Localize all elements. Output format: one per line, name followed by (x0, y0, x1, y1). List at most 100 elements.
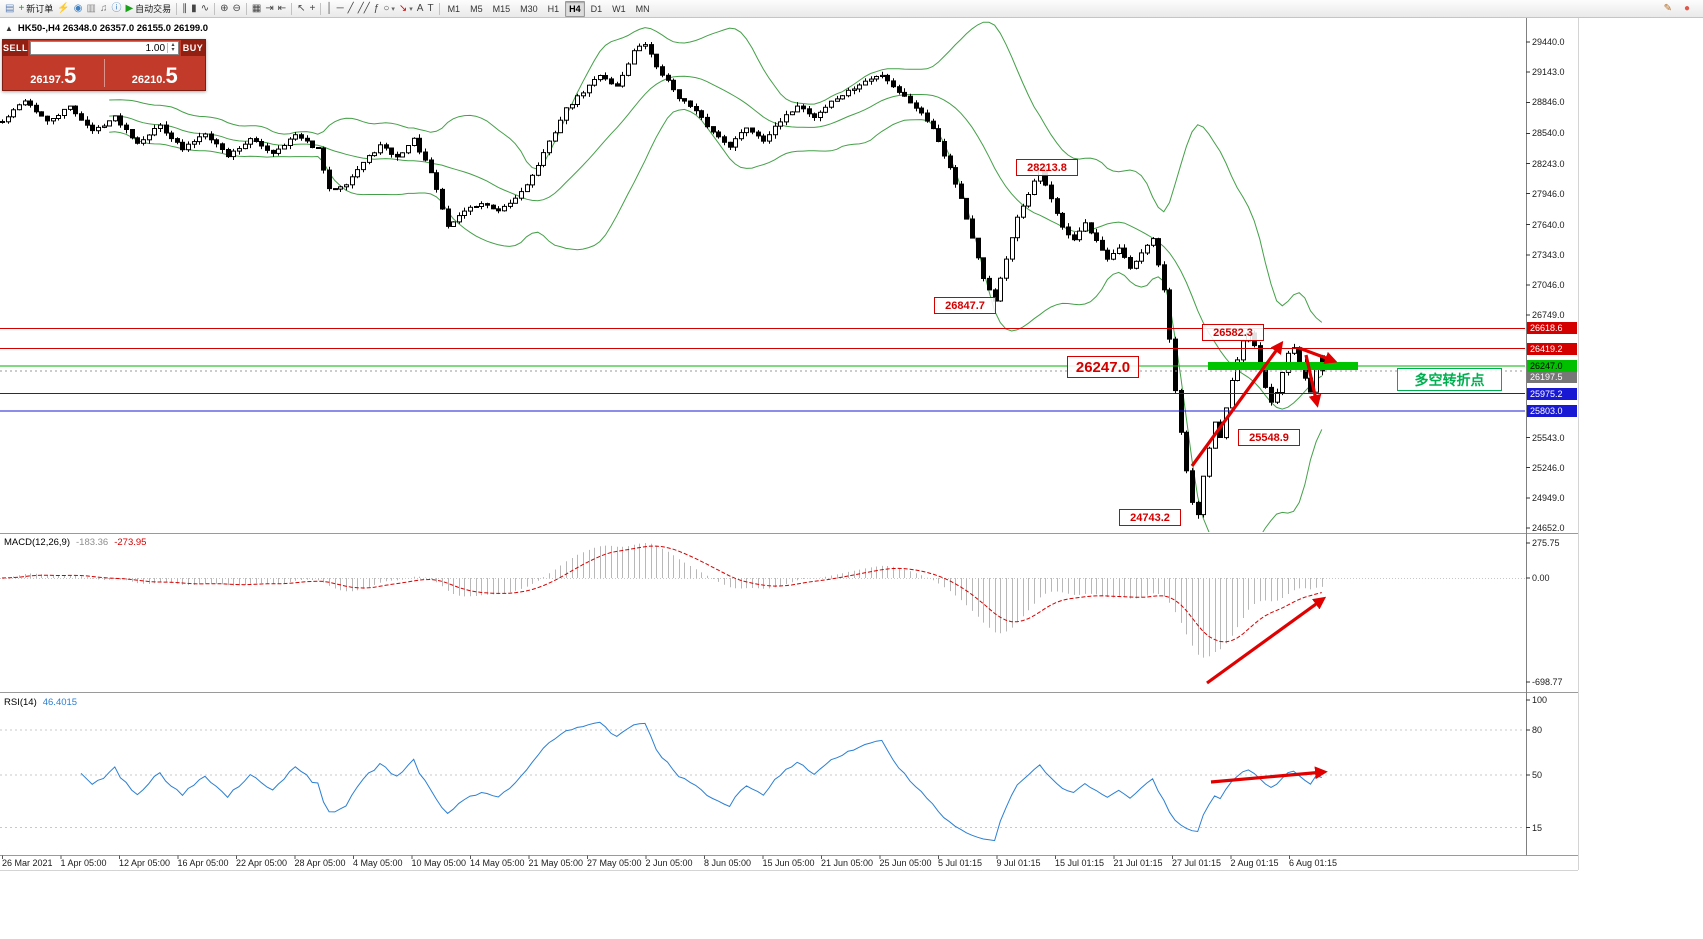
macd-value-main: -183.36 (76, 537, 109, 548)
candlestick-chart-icon[interactable]: ▮ (189, 1, 199, 17)
arrows-icon: ↘ (398, 2, 408, 14)
new-order-button[interactable]: + 新订单 (16, 1, 55, 17)
vertical-line-icon: │ (326, 2, 333, 14)
timeframe-d1[interactable]: D1 (590, 3, 603, 14)
expert-advisors-icon[interactable]: ⚡ (55, 1, 71, 17)
price-callout: 26847.7 (934, 297, 996, 314)
rsi-axis-label: 15 (1532, 822, 1543, 833)
time-axis-label: 14 May 05:00 (470, 858, 525, 868)
timeframe-w1[interactable]: W1 (612, 3, 626, 14)
toolbar-separator (438, 2, 440, 15)
timeframe-h4[interactable]: H4 (565, 0, 585, 17)
macd-indicator-label: MACD(12,26,9) -183.36 -273.95 (4, 537, 146, 548)
time-axis[interactable]: 26 Mar 2021 1 Apr 05:00 12 Apr 05:00 16 Apr… (0, 855, 1526, 870)
tile-windows-icon[interactable]: ▦ (250, 1, 263, 17)
sell-price[interactable]: 26197. 5 (3, 56, 104, 90)
zoom-in-icon[interactable]: ⊕ (218, 1, 230, 17)
sound-icon[interactable]: ♫ (98, 1, 110, 17)
trendline-icon[interactable]: ╱ (346, 1, 356, 17)
line-chart-icon[interactable]: ∿ (199, 1, 211, 17)
auto-scroll-icon[interactable]: ⇥ (263, 1, 275, 17)
timeframe-mn[interactable]: MN (635, 3, 650, 14)
channel-icon: ╱╱ (357, 2, 370, 14)
expert-advisors-icon: ⚡ (57, 2, 70, 14)
volume-down-icon[interactable]: ▾ (171, 47, 175, 53)
price-callout: 24743.2 (1119, 509, 1181, 526)
sell-price-main: 26197. (30, 73, 64, 86)
price-axis[interactable]: 29440.0 29143.0 28846.0 28540.0 28243.0 27946… (1526, 18, 1578, 856)
buy-price[interactable]: 26210. 5 (105, 56, 206, 90)
info-icon: ⓘ (111, 2, 122, 14)
fibonacci-icon[interactable]: ƒ (372, 1, 382, 17)
edit-icon[interactable]: ✎ (1662, 1, 1674, 17)
chevron-down-icon: ▾ (391, 5, 395, 13)
zoom-in-icon: ⊕ (220, 2, 229, 14)
annotation-note: 多空转折点 (1397, 368, 1502, 391)
chart-window-icon[interactable]: ▤ (3, 1, 16, 17)
notification-icon[interactable]: ● (1682, 1, 1692, 17)
price-tag: 26197.5 (1527, 371, 1577, 384)
text-icon[interactable]: A (415, 1, 426, 17)
price-tag: 26618.6 (1527, 322, 1577, 335)
crosshair-icon[interactable]: + (307, 1, 317, 17)
auto-trading-button[interactable]: ▶ 自动交易 (123, 1, 173, 17)
text-label-icon[interactable]: T (425, 1, 435, 17)
shapes-icon[interactable]: ○ ▾ (381, 1, 397, 17)
cursor-icon: ↖ (297, 2, 306, 14)
timeframe-m1[interactable]: M1 (447, 3, 461, 14)
vertical-line-icon[interactable]: │ (324, 1, 334, 17)
bar-chart-icon: ∥ (182, 2, 188, 14)
macd-axis-label: 275.75 (1532, 538, 1560, 548)
info-icon[interactable]: ⓘ (109, 1, 123, 17)
notification-icon: ● (1683, 2, 1690, 14)
horizontal-line-icon[interactable]: ─ (335, 1, 346, 17)
price-axis-label: 25543.0 (1532, 432, 1565, 443)
volume-input[interactable] (31, 42, 168, 54)
zoom-out-icon[interactable]: ⊖ (230, 1, 242, 17)
edit-icon: ✎ (1663, 2, 1672, 14)
timeframe-m15[interactable]: M15 (492, 3, 511, 14)
sell-button[interactable]: SELL (3, 40, 29, 56)
auto-trading-button-label: 自动交易 (135, 4, 172, 14)
macd-value-signal: -273.95 (114, 537, 147, 548)
rsi-indicator-label: RSI(14) 46.4015 (4, 697, 77, 708)
price-axis-label: 28243.0 (1532, 158, 1565, 169)
price-axis-label: 25246.0 (1532, 462, 1565, 473)
chart-shift-icon: ⇤ (277, 2, 287, 14)
price-axis-label: 24949.0 (1532, 492, 1565, 503)
time-axis-label: 10 May 05:00 (411, 858, 467, 868)
data-window-icon[interactable]: ▥ (85, 1, 98, 17)
fibonacci-icon: ƒ (373, 2, 380, 14)
timeframe-m30[interactable]: M30 (520, 3, 538, 14)
time-axis-label: 25 Jun 05:00 (879, 858, 932, 868)
horizontal-line-icon: ─ (336, 2, 344, 14)
price-axis-label: 28540.0 (1532, 128, 1565, 139)
trade-panel-divider (103, 59, 105, 87)
time-axis-label: 9 Jul 01:15 (996, 858, 1041, 868)
channel-icon[interactable]: ╱╱ (356, 1, 372, 17)
arrows-icon[interactable]: ↘ ▾ (397, 1, 415, 17)
price-tag: 26419.2 (1527, 342, 1577, 355)
volume-up-icon[interactable]: ▴ (171, 42, 175, 48)
timeframe-h1[interactable]: H1 (547, 3, 560, 14)
chart-ohlc-title: ▲ HK50-,H4 26348.0 26357.0 26155.0 26199… (5, 23, 208, 34)
volume-spinner: ▴ ▾ (167, 42, 178, 53)
buy-button[interactable]: BUY (181, 40, 205, 56)
price-axis-label: 26749.0 (1532, 310, 1565, 321)
toolbar-separator (176, 2, 178, 15)
time-axis-label: 21 May 05:00 (528, 858, 584, 868)
price-callout: 25548.9 (1238, 429, 1300, 446)
chart-shift-icon[interactable]: ⇤ (276, 1, 288, 17)
price-axis-label: 29143.0 (1532, 67, 1565, 78)
market-watch-icon[interactable]: ◉ (72, 1, 85, 17)
line-chart-icon: ∿ (200, 2, 210, 14)
new-order-icon: + (18, 2, 25, 14)
timeframe-m5[interactable]: M5 (470, 3, 483, 14)
price-axis-label: 27046.0 (1532, 280, 1565, 290)
macd-axis-label: -698.77 (1532, 677, 1563, 687)
cursor-icon[interactable]: ↖ (295, 1, 307, 17)
price-tag: 25803.0 (1527, 405, 1577, 418)
collapse-panel-icon[interactable]: ▲ (5, 24, 13, 33)
bar-chart-icon[interactable]: ∥ (180, 1, 189, 17)
